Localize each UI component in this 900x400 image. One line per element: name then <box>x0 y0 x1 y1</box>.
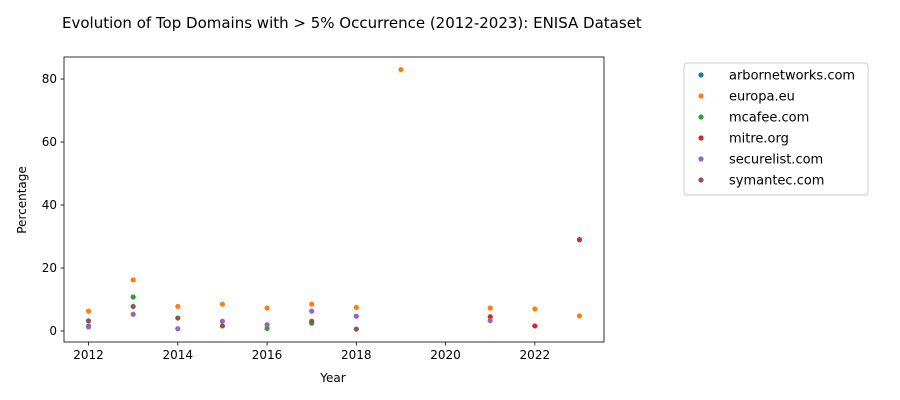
data-points <box>85 66 583 332</box>
data-point <box>219 318 226 324</box>
y-tick-label: 80 <box>42 72 57 86</box>
data-point <box>487 305 493 311</box>
x-tick-label: 2022 <box>520 348 551 362</box>
y-axis-label: Percentage <box>15 166 29 234</box>
data-point <box>85 308 92 314</box>
y-tick-label: 60 <box>42 135 57 149</box>
legend: arbornetworks.com europa.eu mcafee.com mitr… <box>683 62 869 196</box>
legend-marker <box>698 93 704 99</box>
data-point <box>219 323 226 329</box>
x-axis-label: Year <box>319 371 345 385</box>
plot-area <box>63 56 605 343</box>
y-tick-label: 40 <box>42 198 57 212</box>
legend-entry-label: arbornetworks.com <box>729 69 855 84</box>
legend-marker <box>698 72 704 78</box>
x-tick-label: 2020 <box>430 348 461 362</box>
data-point <box>130 311 136 317</box>
x-tick-label: 2012 <box>73 348 104 362</box>
legend-marker <box>698 114 704 120</box>
data-point <box>130 277 136 283</box>
legend-marker <box>698 156 704 162</box>
data-point <box>130 303 136 310</box>
data-point <box>487 314 493 320</box>
data-point <box>353 304 359 310</box>
x-tick-label: 2014 <box>163 348 194 362</box>
legend-entry-label: europa.eu <box>729 90 795 105</box>
data-point <box>264 325 270 332</box>
data-point <box>309 318 315 324</box>
data-point <box>85 318 92 324</box>
x-axis: 2012 2014 2016 2018 2020 2022 <box>73 342 550 362</box>
legend-marker <box>698 135 704 141</box>
data-point <box>487 317 493 324</box>
data-point <box>130 294 136 300</box>
data-point <box>353 313 359 319</box>
data-point <box>175 326 181 332</box>
data-point <box>264 322 270 328</box>
data-point <box>576 237 583 243</box>
legend-box <box>683 62 869 196</box>
y-tick-label: 20 <box>42 261 57 275</box>
plot-frame <box>63 56 605 343</box>
y-tick-label: 0 <box>49 324 57 338</box>
data-point <box>309 308 315 314</box>
data-point <box>309 301 315 307</box>
data-point <box>576 313 583 319</box>
data-point <box>532 306 538 312</box>
legend-entry-label: mitre.org <box>729 132 789 147</box>
x-tick-label: 2018 <box>341 348 372 362</box>
data-point <box>175 315 181 321</box>
legend-entry-label: mcafee.com <box>729 111 809 126</box>
x-tick-label: 2016 <box>252 348 283 362</box>
data-point <box>398 66 404 73</box>
legend-entry-label: symantec.com <box>729 174 824 189</box>
legend-marker <box>698 177 704 183</box>
y-axis: 0 20 40 60 80 <box>42 72 64 338</box>
chart-title: Evolution of Top Domains with > 5% Occur… <box>62 14 642 32</box>
legend-entry-label: securelist.com <box>729 153 823 168</box>
data-point <box>85 324 92 330</box>
data-point <box>532 323 538 329</box>
data-point <box>264 305 270 311</box>
data-point <box>175 303 181 310</box>
data-point <box>219 301 226 307</box>
data-point <box>353 326 359 332</box>
